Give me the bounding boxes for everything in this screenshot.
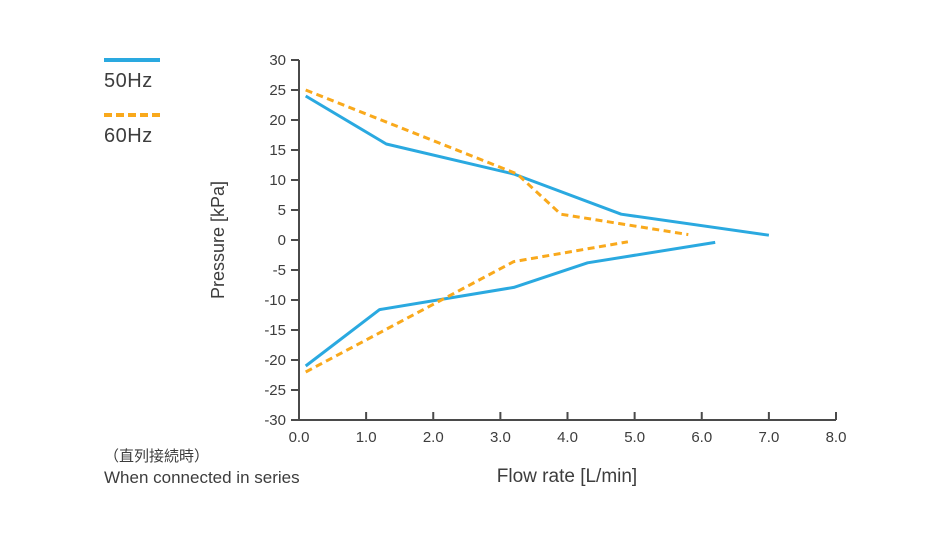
- legend-swatch-60hz-dashed-line: [104, 113, 160, 117]
- footnote-english: When connected in series: [104, 468, 300, 487]
- y-tick-label: 5: [278, 202, 286, 219]
- y-tick-label: 30: [269, 52, 286, 69]
- x-tick-label: 8.0: [826, 429, 847, 446]
- y-tick-label: 10: [269, 172, 286, 189]
- x-tick-label: 0.0: [289, 429, 310, 446]
- x-tick-label: 4.0: [557, 429, 578, 446]
- legend-label-50hz: 50Hz: [104, 70, 153, 92]
- legend-label-60hz: 60Hz: [104, 125, 153, 147]
- x-axis-title: Flow rate [L/min]: [497, 466, 637, 487]
- y-tick-label: 15: [269, 142, 286, 159]
- series-50hz-vacuum-line: [304, 240, 716, 368]
- chart-footnote: （直列接続時） When connected in series: [104, 446, 300, 488]
- y-tick-label: 0: [278, 232, 286, 249]
- y-tick-label: 20: [269, 112, 286, 129]
- x-tick-label: 3.0: [490, 429, 511, 446]
- y-tick-label: -20: [264, 352, 286, 369]
- legend-swatch-50hz-solid-line: [104, 58, 160, 62]
- y-axis-title: Pressure [kPa]: [208, 181, 228, 299]
- y-tick-label: -15: [264, 322, 286, 339]
- x-tick-label: 6.0: [691, 429, 712, 446]
- series-60hz-vacuum-line: [304, 240, 629, 374]
- y-tick-label: -5: [273, 262, 286, 279]
- y-tick-label: -30: [264, 412, 286, 429]
- x-tick-label: 5.0: [624, 429, 645, 446]
- x-tick-label: 2.0: [423, 429, 444, 446]
- x-tick-label: 1.0: [356, 429, 377, 446]
- chart-legend: 50Hz 60Hz: [104, 52, 224, 168]
- x-tick-label: 7.0: [758, 429, 779, 446]
- footnote-japanese: （直列接続時）: [104, 448, 210, 465]
- legend-item-50hz: 50Hz: [104, 58, 224, 93]
- y-tick-label: -25: [264, 382, 286, 399]
- legend-item-60hz: 60Hz: [104, 113, 224, 148]
- y-tick-label: -10: [264, 292, 286, 309]
- series-60hz-positive-pressure-line: [305, 88, 689, 237]
- y-tick-label: 25: [269, 82, 286, 99]
